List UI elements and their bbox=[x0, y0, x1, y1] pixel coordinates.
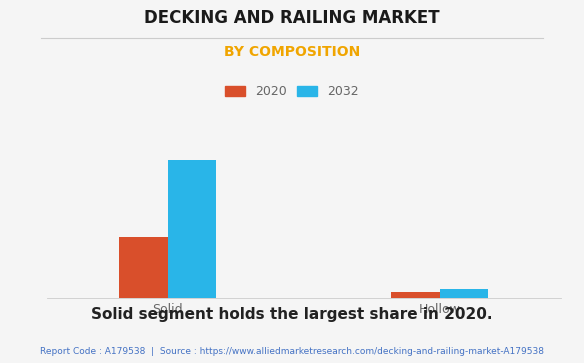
Bar bbox=[440, 289, 488, 298]
Legend: 2020, 2032: 2020, 2032 bbox=[223, 82, 361, 101]
Bar bbox=[168, 160, 216, 298]
Text: DECKING AND RAILING MARKET: DECKING AND RAILING MARKET bbox=[144, 9, 440, 27]
Text: Solid segment holds the largest share in 2020.: Solid segment holds the largest share in… bbox=[91, 307, 493, 322]
Text: Report Code : A179538  |  Source : https://www.alliedmarketresearch.com/decking-: Report Code : A179538 | Source : https:/… bbox=[40, 347, 544, 356]
Text: BY COMPOSITION: BY COMPOSITION bbox=[224, 45, 360, 60]
Bar bbox=[391, 292, 440, 298]
Bar bbox=[119, 237, 168, 298]
